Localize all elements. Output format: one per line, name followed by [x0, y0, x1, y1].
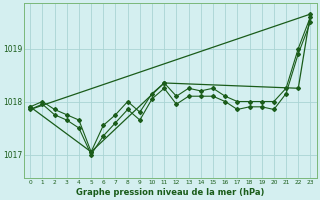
X-axis label: Graphe pression niveau de la mer (hPa): Graphe pression niveau de la mer (hPa) [76, 188, 265, 197]
